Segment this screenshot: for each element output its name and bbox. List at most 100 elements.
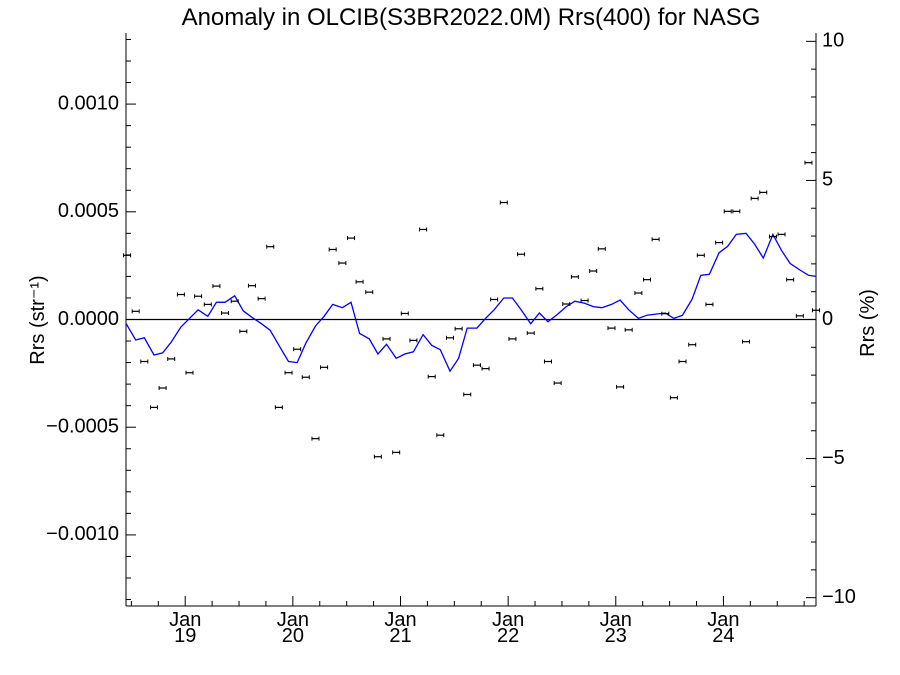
data-point (247, 283, 256, 288)
data-point (553, 381, 562, 386)
x-tick-label-month: Jan (277, 609, 309, 631)
data-point (723, 209, 732, 214)
y-tick-label-right: 0 (822, 308, 833, 330)
data-point (742, 339, 751, 344)
x-tick-label-month: Jan (384, 609, 416, 631)
anomaly-point-series (123, 160, 820, 459)
y-tick-label-left: −0.0005 (46, 415, 119, 437)
data-point (715, 240, 724, 245)
data-point (293, 347, 302, 352)
data-point (230, 299, 239, 304)
data-point (634, 291, 643, 296)
data-point (535, 286, 544, 291)
data-point (257, 296, 266, 301)
data-point (328, 247, 337, 252)
y-tick-label-right: 10 (822, 30, 844, 52)
y-tick-label-left: 0.0000 (58, 308, 119, 330)
y-tick-label-right: −5 (822, 447, 845, 469)
data-point (607, 326, 616, 331)
data-point (427, 374, 436, 379)
data-point (446, 335, 455, 340)
data-point (373, 454, 382, 459)
data-point (409, 338, 418, 343)
x-tick-label-year: 23 (605, 625, 627, 647)
data-point (355, 279, 364, 284)
y-axis-left-title-text: Rrs (str⁻¹) (27, 275, 49, 364)
data-point (221, 311, 230, 316)
data-point (140, 359, 149, 364)
data-point (158, 386, 167, 391)
x-tick-label-month: Jan (600, 609, 632, 631)
data-point (400, 311, 409, 316)
anomaly-line-series (125, 232, 817, 373)
x-tick-label-year: 21 (389, 625, 411, 647)
data-point (419, 227, 428, 232)
data-point (454, 326, 463, 331)
data-point (194, 294, 203, 299)
y-tick-label-right: 5 (822, 169, 833, 191)
data-point (499, 200, 508, 205)
y-axis-left-title: Rrs (str⁻¹) (27, 275, 49, 364)
data-point (365, 290, 374, 295)
x-tick-label-month: Jan (707, 609, 739, 631)
y-tick-label-right: −10 (822, 586, 856, 608)
data-point (123, 253, 132, 258)
data-point (804, 160, 813, 165)
y-axis-right-title: Rrs (%) (857, 289, 879, 357)
left-axis-ticks: 0.0010 0.0005 0.0000 −0.0005 −0.0010 (46, 38, 136, 601)
data-point (392, 450, 401, 455)
data-point (616, 384, 625, 389)
data-point (382, 336, 391, 341)
data-point (266, 244, 275, 249)
data-point (570, 274, 579, 279)
data-point (732, 209, 741, 214)
data-point (320, 365, 329, 370)
y-tick-label-left: 0.0010 (58, 92, 119, 114)
data-point (284, 370, 293, 375)
data-point (678, 359, 687, 364)
chart-title: Anomaly in OLCIB(S3BR2022.0M) Rrs(400) f… (182, 4, 761, 31)
data-point (812, 308, 820, 313)
data-point (562, 301, 571, 306)
data-point (176, 292, 185, 297)
data-point (517, 252, 526, 257)
data-point (777, 232, 786, 237)
x-tick-label-month: Jan (169, 609, 201, 631)
data-point (669, 395, 678, 400)
data-point (580, 298, 589, 303)
data-point (696, 253, 705, 258)
data-point (705, 302, 714, 307)
data-point (490, 297, 499, 302)
data-point (750, 196, 759, 201)
data-point (543, 359, 552, 364)
x-tick-label-month: Jan (492, 609, 524, 631)
data-point (149, 405, 158, 410)
data-point (311, 436, 320, 441)
data-point (338, 261, 347, 266)
y-tick-label-left: −0.0010 (46, 523, 119, 545)
plot-frame (125, 33, 817, 607)
data-point (651, 237, 660, 242)
data-point (597, 246, 606, 251)
x-tick-label-year: 24 (712, 625, 734, 647)
data-point (795, 313, 804, 318)
data-point (624, 327, 633, 332)
data-point (481, 366, 490, 371)
data-point (768, 234, 777, 239)
data-point (212, 284, 221, 289)
x-tick-label-year: 22 (497, 625, 519, 647)
data-point (203, 302, 212, 307)
data-point (274, 405, 283, 410)
data-point (786, 277, 795, 282)
data-point (759, 190, 768, 195)
x-tick-label-year: 20 (282, 625, 304, 647)
data-point (589, 269, 598, 274)
data-point (688, 342, 697, 347)
data-point (463, 392, 472, 397)
anomaly-line (125, 232, 817, 373)
data-point (526, 331, 535, 336)
x-tick-label-year: 19 (174, 625, 196, 647)
data-point (436, 433, 445, 438)
